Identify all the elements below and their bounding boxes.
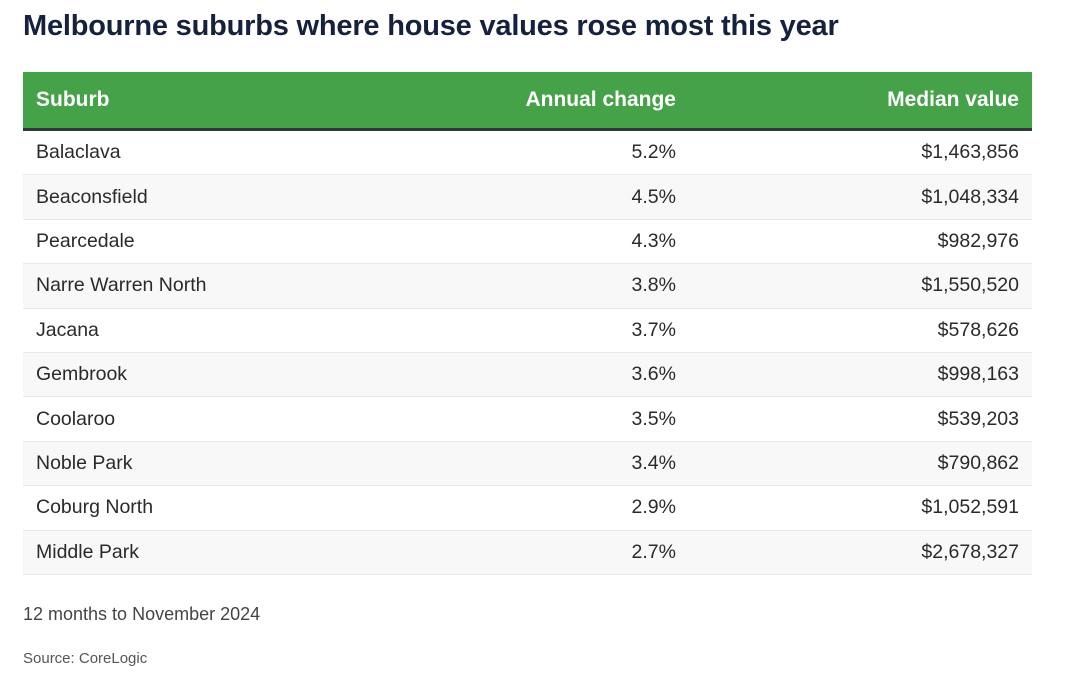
cell-suburb: Jacana [36,318,99,341]
cell-annual-change: 3.5% [631,407,676,430]
table-row: Coburg North 2.9% $1,052,591 [23,486,1032,531]
header-annual-change: Annual change [525,88,676,111]
cell-suburb: Noble Park [36,451,133,474]
cell-median-value: $539,203 [937,407,1019,430]
cell-suburb: Gembrook [36,363,128,386]
chart-title: Melbourne suburbs where house values ros… [23,10,839,42]
cell-annual-change: 4.5% [631,185,676,208]
cell-annual-change: 3.6% [631,363,676,386]
cell-median-value: $578,626 [937,318,1019,341]
cell-median-value: $1,048,334 [921,185,1019,208]
table-header: Suburb Annual change Median value [23,72,1032,131]
cell-suburb: Coolaroo [36,407,116,430]
cell-annual-change: 5.2% [631,141,676,164]
cell-suburb: Coburg North [36,496,154,519]
cell-median-value: $2,678,327 [921,540,1019,563]
period-note: 12 months to November 2024 [23,604,261,624]
cell-suburb: Pearcedale [36,229,135,252]
cell-median-value: $790,862 [937,451,1019,474]
cell-annual-change: 3.4% [631,451,676,474]
source-note: Source: CoreLogic [23,650,148,667]
table-row: Beaconsfield 4.5% $1,048,334 [23,175,1032,220]
header-suburb: Suburb [36,88,110,111]
table-row: Jacana 3.7% $578,626 [23,308,1032,353]
cell-annual-change: 3.7% [631,318,676,341]
cell-annual-change: 2.9% [631,496,676,519]
cell-median-value: $1,463,856 [921,141,1019,164]
table-row: Balaclava 5.2% $1,463,856 [23,131,1032,176]
cell-annual-change: 3.8% [631,274,676,297]
cell-median-value: $1,550,520 [921,274,1019,297]
cell-median-value: $982,976 [937,229,1019,252]
table-row: Pearcedale 4.3% $982,976 [23,219,1032,265]
cell-median-value: $998,163 [937,363,1019,386]
data-table: Suburb Annual change Median value Balacl… [23,72,1032,575]
cell-suburb: Narre Warren North [36,274,207,297]
table-row: Narre Warren North 3.8% $1,550,520 [23,264,1032,309]
cell-suburb: Beaconsfield [36,185,148,208]
table-body: Balaclava 5.2% $1,463,856 Beaconsfield 4.5% $… [23,131,1032,575]
cell-median-value: $1,052,591 [921,496,1019,519]
table-row: Gembrook 3.6% $998,163 [23,352,1032,398]
table-row: Noble Park 3.4% $790,862 [23,441,1032,487]
header-median-value: Median value [887,88,1019,111]
table-row: Middle Park 2.7% $2,678,327 [23,530,1032,575]
cell-suburb: Middle Park [36,540,139,563]
table-row: Coolaroo 3.5% $539,203 [23,397,1032,442]
cell-annual-change: 2.7% [631,540,676,563]
cell-annual-change: 4.3% [631,229,676,252]
cell-suburb: Balaclava [36,141,121,164]
